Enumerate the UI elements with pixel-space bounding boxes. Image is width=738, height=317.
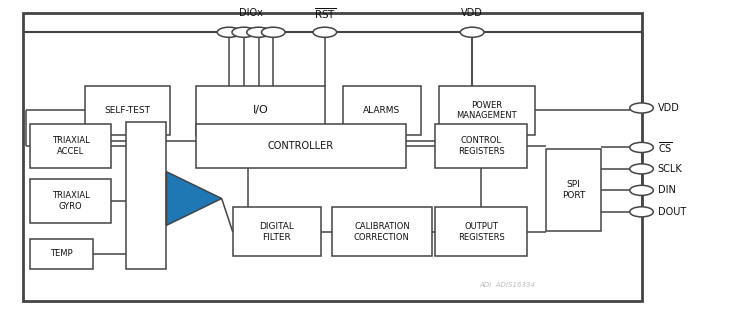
Polygon shape <box>167 172 221 225</box>
Text: $\overline{\mathrm{CS}}$: $\overline{\mathrm{CS}}$ <box>658 140 673 155</box>
Text: VDD: VDD <box>461 8 483 18</box>
Bar <box>30 239 93 269</box>
Text: I/O: I/O <box>252 105 268 115</box>
Text: ALARMS: ALARMS <box>363 106 401 115</box>
Text: SELF-TEST: SELF-TEST <box>105 106 151 115</box>
Text: DIN: DIN <box>658 185 675 195</box>
Text: DOUT: DOUT <box>658 207 686 217</box>
Bar <box>435 124 528 168</box>
Text: CONTROLLER: CONTROLLER <box>268 141 334 151</box>
Text: SCLK: SCLK <box>658 164 683 174</box>
Bar <box>343 86 421 135</box>
Text: DIGITAL
FILTER: DIGITAL FILTER <box>260 222 294 242</box>
Text: TRIAXIAL
GYRO: TRIAXIAL GYRO <box>52 191 89 211</box>
Bar <box>196 86 325 135</box>
Bar <box>196 124 406 168</box>
Circle shape <box>630 185 653 195</box>
Bar <box>435 207 528 256</box>
Circle shape <box>232 27 255 37</box>
Circle shape <box>630 103 653 113</box>
Bar <box>232 207 321 256</box>
Text: OUTPUT
REGISTERS: OUTPUT REGISTERS <box>458 222 505 242</box>
Bar <box>439 86 535 135</box>
Circle shape <box>461 27 484 37</box>
Text: VDD: VDD <box>658 103 680 113</box>
Circle shape <box>630 164 653 174</box>
Text: TRIAXIAL
ACCEL: TRIAXIAL ACCEL <box>52 136 89 156</box>
Bar <box>86 86 170 135</box>
Bar <box>30 179 111 223</box>
Text: TEMP: TEMP <box>50 249 73 258</box>
Text: $\overline{\mathrm{RST}}$: $\overline{\mathrm{RST}}$ <box>314 6 336 21</box>
Circle shape <box>261 27 285 37</box>
Circle shape <box>313 27 337 37</box>
Bar <box>30 124 111 168</box>
Text: CALIBRATION
CORRECTION: CALIBRATION CORRECTION <box>354 222 410 242</box>
Circle shape <box>630 142 653 152</box>
Bar <box>23 13 641 301</box>
Bar <box>546 149 601 231</box>
Text: DIOx: DIOx <box>239 8 263 18</box>
Text: CONTROL
REGISTERS: CONTROL REGISTERS <box>458 136 505 156</box>
Bar <box>332 207 432 256</box>
Text: POWER
MANAGEMENT: POWER MANAGEMENT <box>457 101 517 120</box>
Circle shape <box>630 207 653 217</box>
Bar <box>126 122 167 269</box>
Text: ADI  ADIS16334: ADI ADIS16334 <box>480 282 536 288</box>
Circle shape <box>217 27 241 37</box>
Text: SPI
PORT: SPI PORT <box>562 180 585 200</box>
Circle shape <box>246 27 270 37</box>
